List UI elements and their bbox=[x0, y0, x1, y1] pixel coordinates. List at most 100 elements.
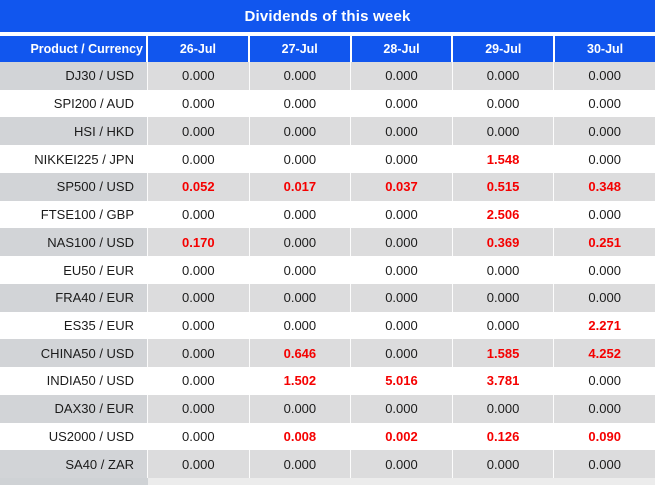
table-row: FTSE100 / GBP 0.000 0.000 0.000 2.506 0.000 bbox=[0, 200, 655, 229]
product-cell: CHINA50 / USD bbox=[0, 339, 148, 368]
value-cell: 2.271 bbox=[554, 311, 655, 340]
value-cell: 2.506 bbox=[452, 200, 555, 229]
value-cell: 0.000 bbox=[452, 89, 555, 118]
product-cell: ES35 / EUR bbox=[0, 311, 148, 340]
product-cell: DJ30 / USD bbox=[0, 62, 148, 90]
value-cell: 0.000 bbox=[452, 311, 555, 340]
value-cell: 0.126 bbox=[452, 422, 555, 451]
value-cell: 0.251 bbox=[554, 228, 655, 257]
value-cell: 0.090 bbox=[554, 422, 655, 451]
value-cell: 0.000 bbox=[148, 394, 250, 423]
value-cell: 0.000 bbox=[351, 89, 453, 118]
table-row: SPI200 / AUD 0.000 0.000 0.000 0.000 0.000 bbox=[0, 89, 655, 118]
value-cell: 0.000 bbox=[554, 89, 655, 118]
column-header: 29-Jul bbox=[453, 36, 556, 62]
product-cell: INDIA50 / USD bbox=[0, 367, 148, 395]
column-header: 30-Jul bbox=[555, 36, 655, 62]
product-cell: SPI200 / AUD bbox=[0, 89, 148, 118]
value-cell: 0.000 bbox=[249, 311, 352, 340]
column-header: 27-Jul bbox=[249, 36, 352, 62]
value-cell: 1.585 bbox=[452, 339, 555, 368]
value-cell: 0.000 bbox=[554, 283, 655, 312]
value-cell: 0.000 bbox=[148, 256, 250, 284]
table-row: CHINA50 / USD 0.000 0.646 0.000 1.585 4.252 bbox=[0, 339, 655, 368]
value-cell: 0.000 bbox=[452, 450, 555, 479]
value-cell: 0.000 bbox=[351, 256, 453, 284]
product-cell: EU50 / EUR bbox=[0, 256, 148, 284]
bottom-strip-label-area bbox=[0, 478, 148, 485]
product-cell: US2000 / USD bbox=[0, 422, 148, 451]
column-header: Product / Currency bbox=[0, 36, 148, 62]
table-row: US2000 / USD 0.000 0.008 0.002 0.126 0.090 bbox=[0, 422, 655, 451]
value-cell: 0.000 bbox=[249, 145, 352, 173]
value-cell: 0.000 bbox=[249, 62, 352, 90]
value-cell: 0.000 bbox=[148, 62, 250, 90]
value-cell: 0.000 bbox=[554, 117, 655, 146]
value-cell: 0.052 bbox=[148, 172, 250, 201]
value-cell: 0.000 bbox=[249, 200, 352, 229]
table-row: INDIA50 / USD 0.000 1.502 5.016 3.781 0.000 bbox=[0, 367, 655, 395]
value-cell: 0.000 bbox=[148, 339, 250, 368]
widget-title: Dividends of this week bbox=[244, 7, 411, 25]
value-cell: 5.016 bbox=[351, 367, 453, 395]
bottom-strip bbox=[0, 478, 655, 485]
product-cell: DAX30 / EUR bbox=[0, 394, 148, 423]
table-row: HSI / HKD 0.000 0.000 0.000 0.000 0.000 bbox=[0, 117, 655, 146]
value-cell: 0.000 bbox=[452, 394, 555, 423]
value-cell: 0.000 bbox=[452, 62, 555, 90]
table-row: SA40 / ZAR 0.000 0.000 0.000 0.000 0.000 bbox=[0, 450, 655, 479]
value-cell: 0.348 bbox=[554, 172, 655, 201]
value-cell: 0.000 bbox=[351, 311, 453, 340]
value-cell: 0.515 bbox=[452, 172, 555, 201]
product-cell: HSI / HKD bbox=[0, 117, 148, 146]
value-cell: 1.548 bbox=[452, 145, 555, 173]
value-cell: 0.000 bbox=[351, 394, 453, 423]
value-cell: 0.000 bbox=[452, 117, 555, 146]
product-cell: NAS100 / USD bbox=[0, 228, 148, 257]
value-cell: 0.000 bbox=[148, 367, 250, 395]
value-cell: 0.000 bbox=[554, 200, 655, 229]
product-cell: SP500 / USD bbox=[0, 172, 148, 201]
value-cell: 0.000 bbox=[249, 283, 352, 312]
value-cell: 0.000 bbox=[148, 283, 250, 312]
value-cell: 0.000 bbox=[452, 256, 555, 284]
table-row: NAS100 / USD 0.170 0.000 0.000 0.369 0.251 bbox=[0, 228, 655, 257]
value-cell: 0.000 bbox=[148, 200, 250, 229]
value-cell: 0.000 bbox=[351, 450, 453, 479]
value-cell: 0.000 bbox=[554, 450, 655, 479]
widget-title-bar: Dividends of this week bbox=[0, 0, 655, 32]
value-cell: 0.000 bbox=[148, 117, 250, 146]
table-row: SP500 / USD 0.052 0.017 0.037 0.515 0.348 bbox=[0, 172, 655, 201]
table-row: DJ30 / USD 0.000 0.000 0.000 0.000 0.000 bbox=[0, 62, 655, 90]
value-cell: 0.000 bbox=[148, 311, 250, 340]
value-cell: 0.000 bbox=[148, 89, 250, 118]
value-cell: 0.000 bbox=[351, 145, 453, 173]
product-cell: FTSE100 / GBP bbox=[0, 200, 148, 229]
value-cell: 0.000 bbox=[148, 450, 250, 479]
value-cell: 0.646 bbox=[249, 339, 352, 368]
product-cell: NIKKEI225 / JPN bbox=[0, 145, 148, 173]
value-cell: 0.170 bbox=[148, 228, 250, 257]
value-cell: 0.000 bbox=[351, 200, 453, 229]
value-cell: 0.000 bbox=[148, 422, 250, 451]
value-cell: 0.000 bbox=[554, 256, 655, 284]
value-cell: 0.000 bbox=[249, 117, 352, 146]
value-cell: 0.000 bbox=[351, 283, 453, 312]
table-body: DJ30 / USD 0.000 0.000 0.000 0.000 0.000 SPI20… bbox=[0, 62, 655, 479]
bottom-strip-value-area bbox=[148, 478, 655, 485]
product-cell: FRA40 / EUR bbox=[0, 283, 148, 312]
value-cell: 0.000 bbox=[554, 394, 655, 423]
value-cell: 0.000 bbox=[351, 228, 453, 257]
value-cell: 0.000 bbox=[249, 394, 352, 423]
value-cell: 0.008 bbox=[249, 422, 352, 451]
value-cell: 3.781 bbox=[452, 367, 555, 395]
table-row: DAX30 / EUR 0.000 0.000 0.000 0.000 0.000 bbox=[0, 394, 655, 423]
value-cell: 0.369 bbox=[452, 228, 555, 257]
header-row: Product / Currency 26-Jul 27-Jul 28-Jul 29-J… bbox=[0, 36, 655, 62]
value-cell: 0.002 bbox=[351, 422, 453, 451]
value-cell: 0.000 bbox=[249, 89, 352, 118]
value-cell: 0.000 bbox=[249, 228, 352, 257]
value-cell: 4.252 bbox=[554, 339, 655, 368]
value-cell: 0.000 bbox=[351, 117, 453, 146]
